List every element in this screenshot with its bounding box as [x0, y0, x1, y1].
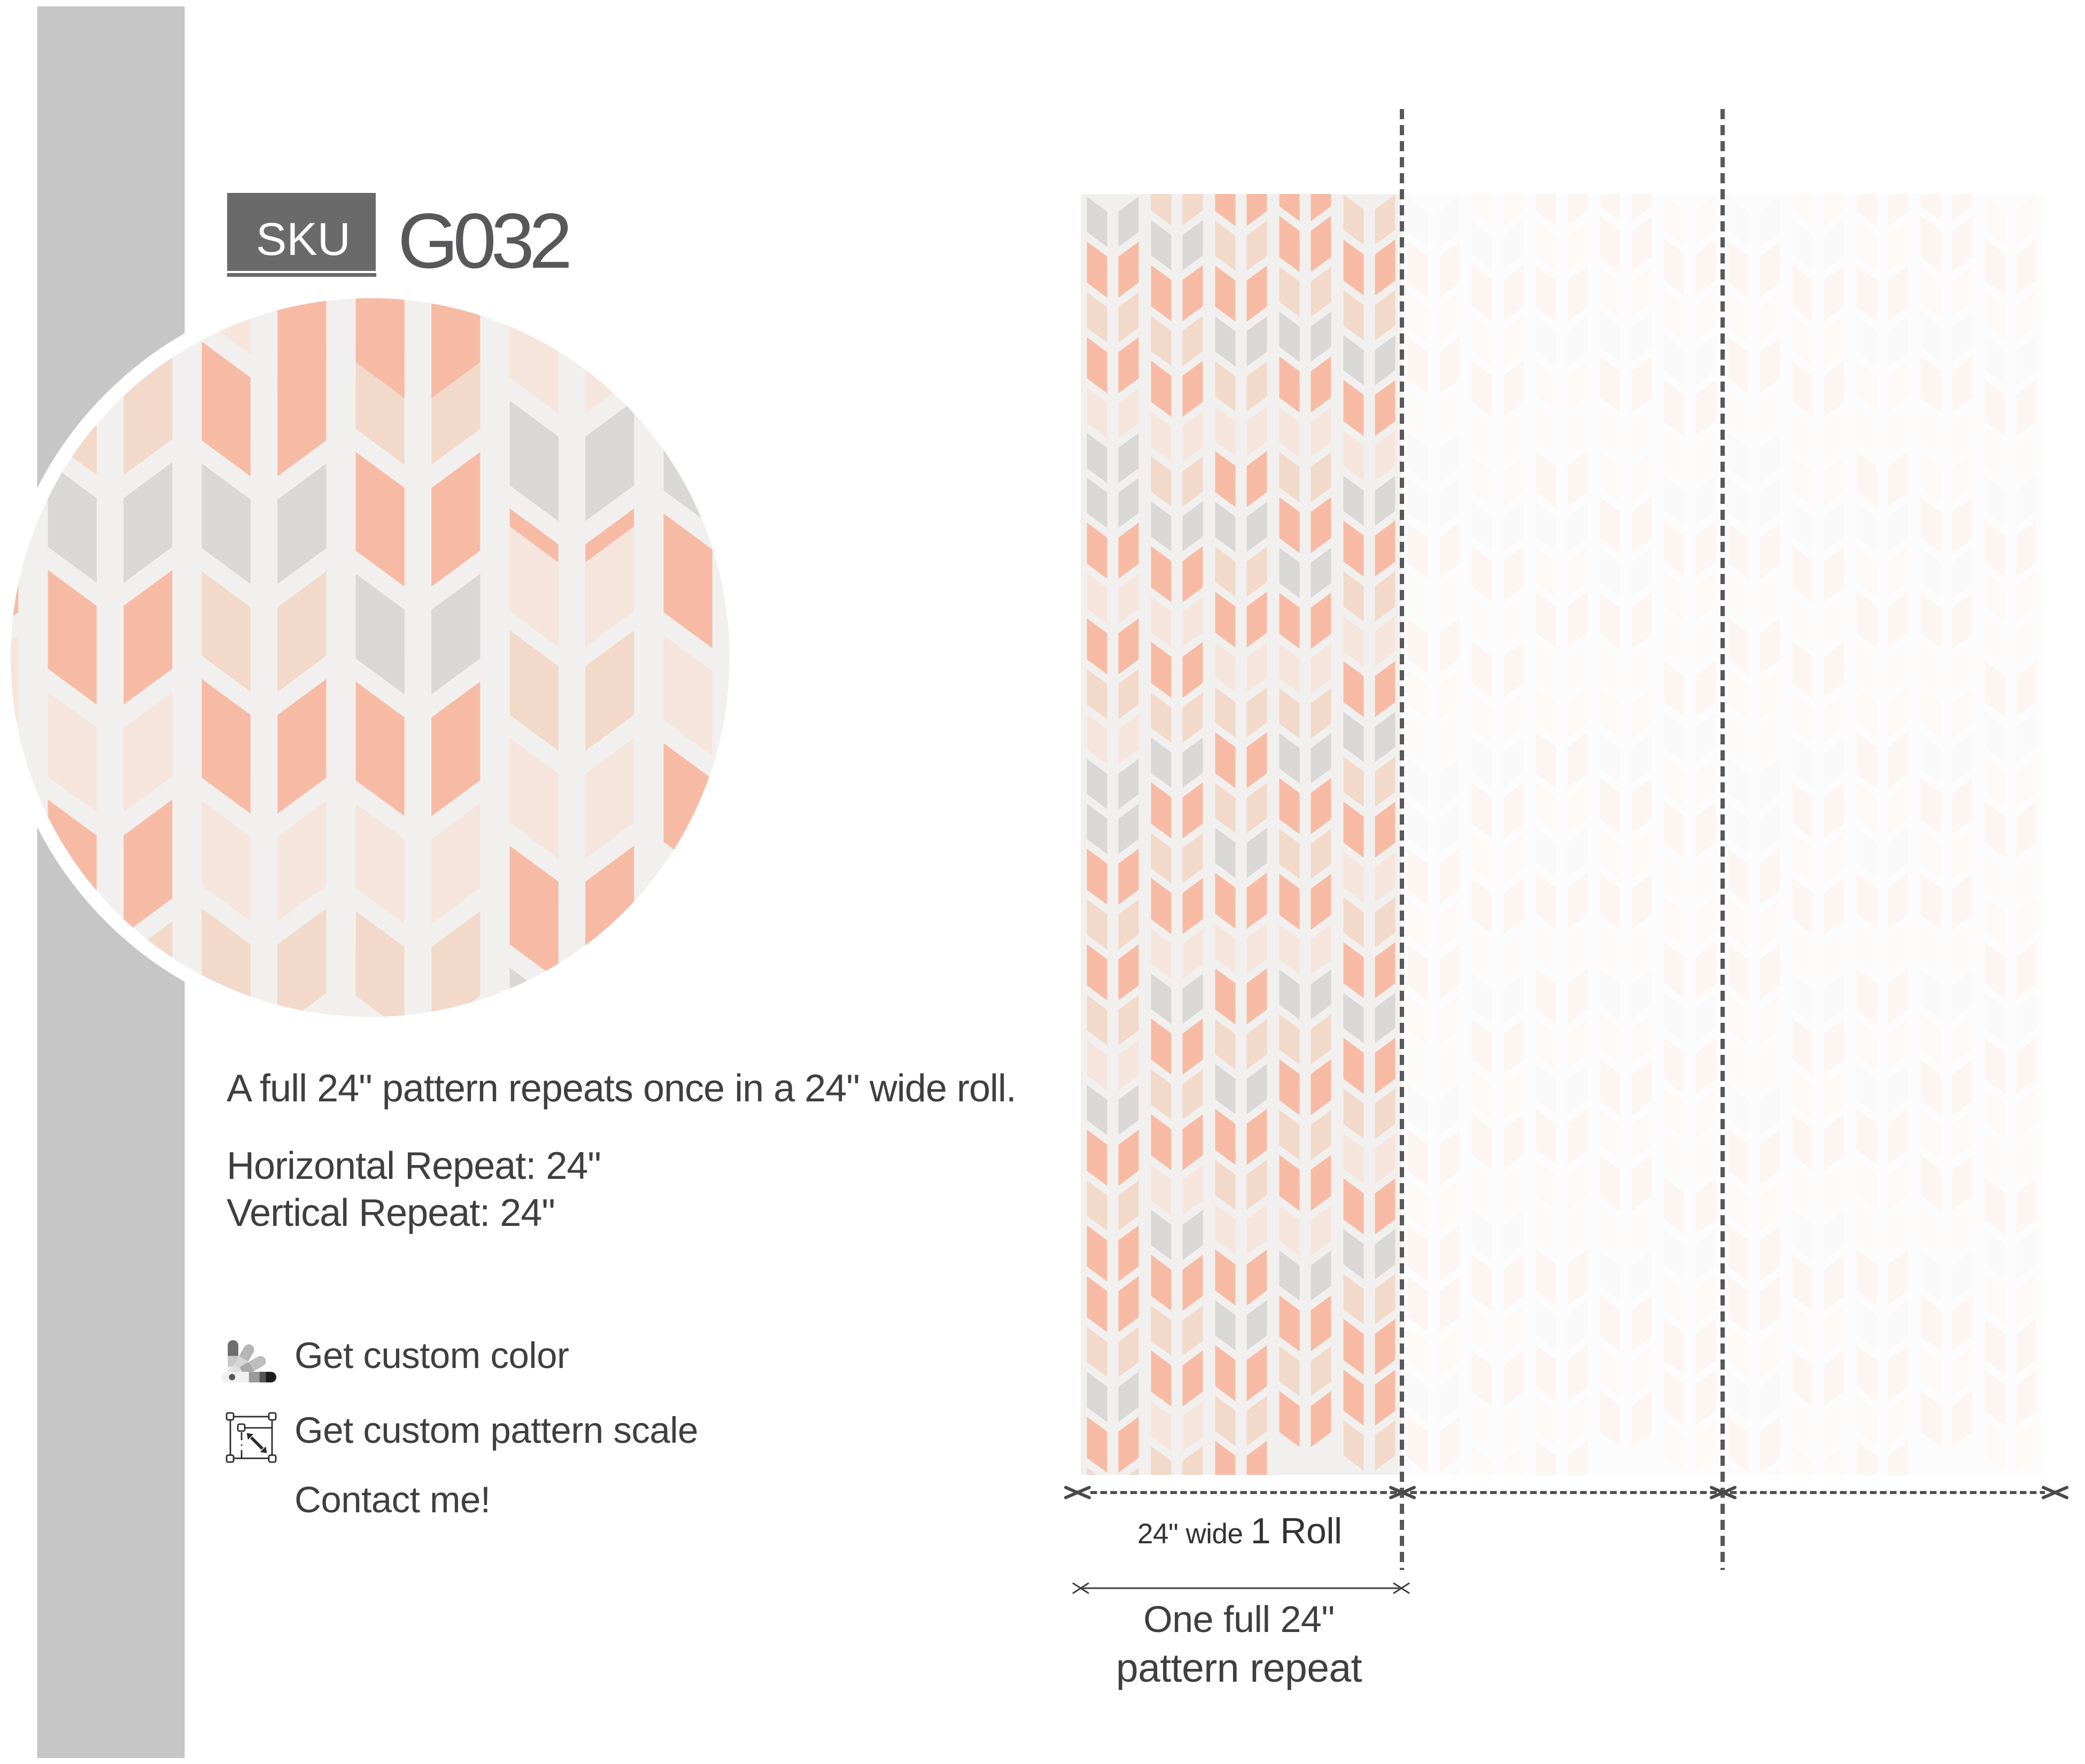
svg-text:pattern repeat: pattern repeat — [1116, 1645, 1362, 1690]
svg-text:Vertical Repeat: 24": Vertical Repeat: 24" — [227, 1192, 555, 1234]
svg-text:G032: G032 — [398, 197, 569, 284]
svg-text:Get custom pattern scale: Get custom pattern scale — [294, 1410, 698, 1451]
svg-text:One full 24": One full 24" — [1143, 1598, 1334, 1640]
svg-text:Get custom color: Get custom color — [294, 1335, 569, 1376]
svg-text:Contact me!: Contact me! — [294, 1479, 491, 1520]
svg-text:SKU: SKU — [256, 214, 351, 265]
svg-text:Horizontal Repeat: 24": Horizontal Repeat: 24" — [227, 1145, 601, 1187]
svg-text:A full 24" pattern repeats onc: A full 24" pattern repeats once in a 24"… — [227, 1067, 1016, 1110]
